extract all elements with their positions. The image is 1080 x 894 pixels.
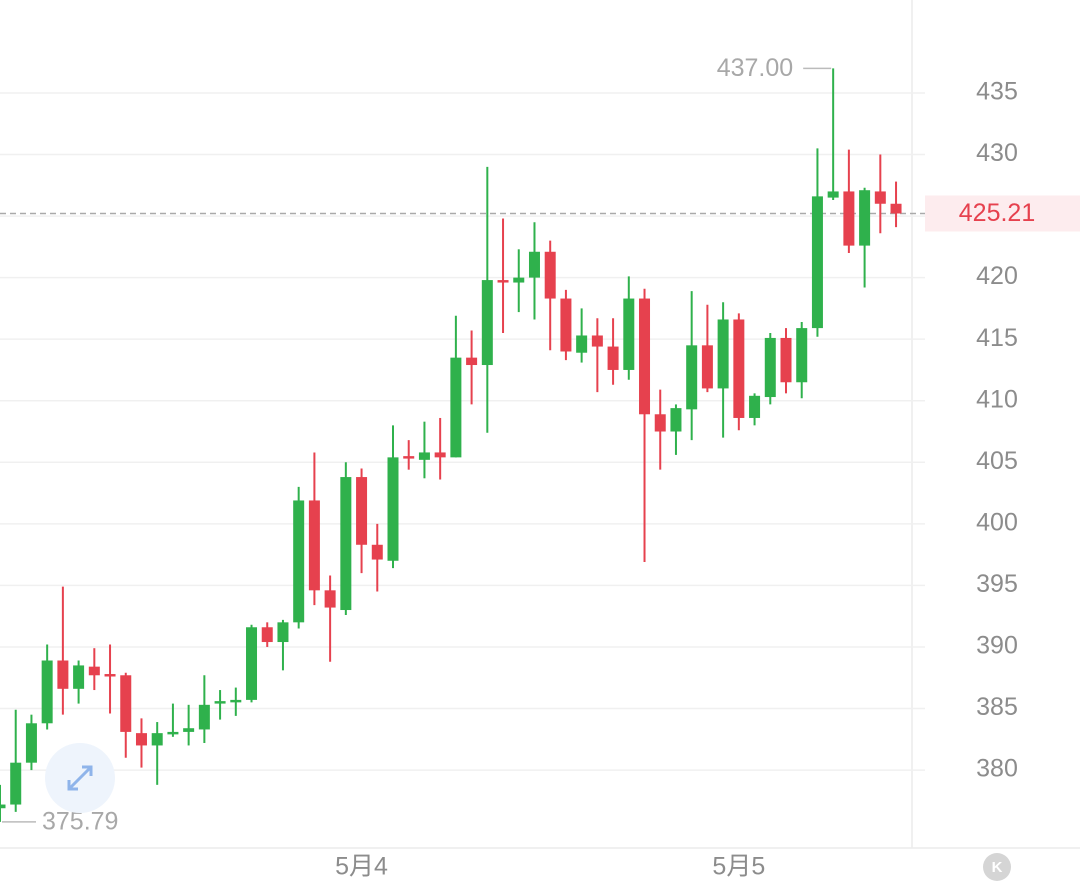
last-price-bg <box>925 195 1080 232</box>
candle-body <box>544 251 556 299</box>
candle-body <box>811 196 823 329</box>
candle-body <box>827 191 839 198</box>
candle-body <box>717 319 729 389</box>
candle-body <box>591 335 603 347</box>
candle-body <box>686 345 698 410</box>
y-tick-label: 410 <box>976 385 1018 413</box>
candle-body <box>403 456 415 459</box>
candle-body <box>450 357 462 458</box>
x-tick-label: 5月4 <box>335 853 388 881</box>
candle-body <box>57 660 69 689</box>
candle-body <box>874 191 886 204</box>
expand-button[interactable] <box>45 743 115 813</box>
candle-body <box>670 408 682 432</box>
high-marker-label: 437.00 <box>717 54 793 82</box>
last-price-label: 425.21 <box>959 199 1035 227</box>
badge-text[interactable]: K <box>992 859 1003 876</box>
candle-body <box>780 337 792 383</box>
candle-body <box>340 477 352 611</box>
candle-body <box>733 319 745 418</box>
candle-body <box>560 298 572 352</box>
candle-body <box>261 627 273 643</box>
y-tick-label: 380 <box>976 755 1018 783</box>
y-tick-label: 385 <box>976 693 1018 721</box>
candle-body <box>167 731 179 735</box>
candle-body <box>843 191 855 246</box>
candle-body <box>371 544 383 560</box>
candle-body <box>701 345 713 389</box>
candle-body <box>576 335 588 353</box>
candle-body <box>513 277 525 283</box>
candle-body <box>10 762 22 805</box>
candle-body <box>308 500 320 591</box>
candle-body <box>25 723 37 763</box>
candle-body <box>607 346 619 370</box>
candle-body <box>293 500 305 623</box>
candle-body <box>120 675 132 732</box>
candle-body <box>796 328 808 383</box>
candle-body <box>230 699 242 703</box>
candle-body <box>623 298 635 370</box>
candle-body <box>324 590 336 608</box>
candle-body <box>151 733 163 746</box>
y-tick-label: 435 <box>976 78 1018 106</box>
candle-body <box>859 190 871 246</box>
candle-body <box>749 395 761 418</box>
y-tick-label: 395 <box>976 570 1018 598</box>
candle-body <box>434 452 446 458</box>
candle-body <box>528 251 540 278</box>
candle-body <box>246 627 258 700</box>
candle-body <box>183 728 195 732</box>
candle-body <box>198 704 210 730</box>
candle-body <box>41 660 53 724</box>
candle-body <box>0 804 6 809</box>
candle-body <box>135 733 147 746</box>
y-tick-label: 405 <box>976 447 1018 475</box>
candle-body <box>764 337 776 398</box>
candle-body <box>497 280 509 283</box>
x-tick-label: 5月5 <box>712 853 765 881</box>
candle-body <box>481 280 493 366</box>
badge-icon[interactable] <box>983 853 1011 881</box>
candle-body <box>88 666 100 676</box>
y-tick-label: 390 <box>976 632 1018 660</box>
candle-body <box>73 665 85 689</box>
candle-body <box>387 457 399 561</box>
y-tick-label: 420 <box>976 262 1018 290</box>
y-tick-label: 415 <box>976 324 1018 352</box>
y-tick-label: 430 <box>976 139 1018 167</box>
candle-body <box>639 298 651 415</box>
candle-body <box>104 674 116 677</box>
candle-body <box>654 414 666 432</box>
y-tick-label: 400 <box>976 508 1018 536</box>
candle-body <box>418 452 430 460</box>
candle-body <box>466 357 478 366</box>
candle-body <box>890 203 902 214</box>
candle-body <box>214 701 226 704</box>
candle-body <box>277 622 289 643</box>
candle-body <box>356 477 368 545</box>
